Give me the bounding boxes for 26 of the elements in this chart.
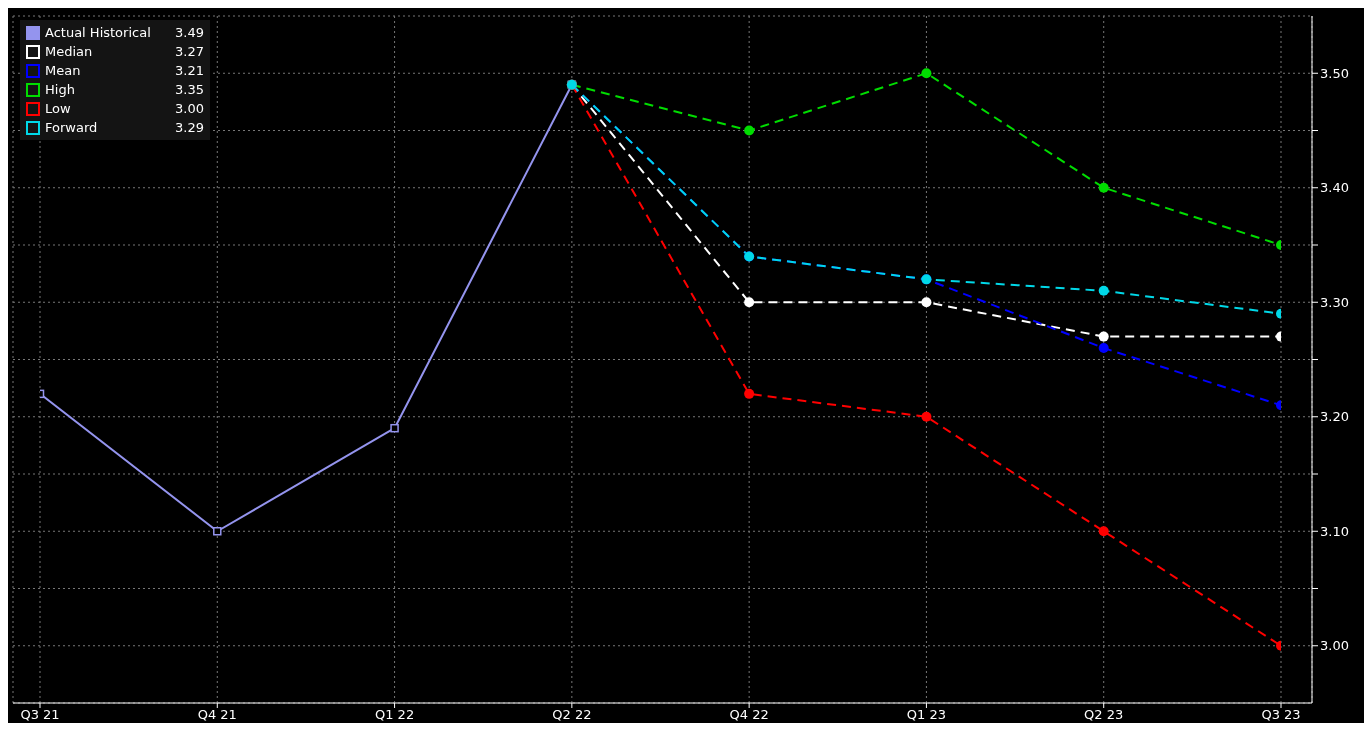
x-tick-label: Q3 23 [1261,707,1301,723]
legend-label: Actual Historical [45,25,152,40]
y-tick-label: 3.20 [1320,409,1349,425]
y-tick-label: 3.00 [1320,638,1349,654]
x-tick-label: Q4 21 [197,707,237,723]
x-tick-label: Q2 23 [1084,707,1124,723]
x-tick-label: Q3 21 [20,707,60,723]
annotation: 3.29 [175,120,204,135]
legend-label: Median [45,44,94,59]
annotation: 3.49 [175,25,204,40]
legend-label: High [45,82,76,97]
y-tick-label: 3.30 [1320,294,1349,310]
annotation: 3.21 [175,63,204,78]
x-tick-label: Q1 23 [906,707,947,723]
y-tick-label: 3.40 [1320,180,1349,196]
y-tick-label: 3.10 [1320,523,1349,539]
annotation: 3.35 [175,82,204,97]
y-tick-label: 3.50 [1320,65,1349,81]
x-tick-label: Q2 22 [552,707,592,723]
x-tick-label: Q4 22 [729,707,769,723]
legend-label: Mean [45,63,82,78]
x-tick-label: Q1 22 [374,707,415,723]
legend-label: Low [45,101,72,116]
annotation: 3.00 [175,101,204,116]
annotation: 3.27 [175,44,204,59]
legend-label: Forward [45,120,99,135]
